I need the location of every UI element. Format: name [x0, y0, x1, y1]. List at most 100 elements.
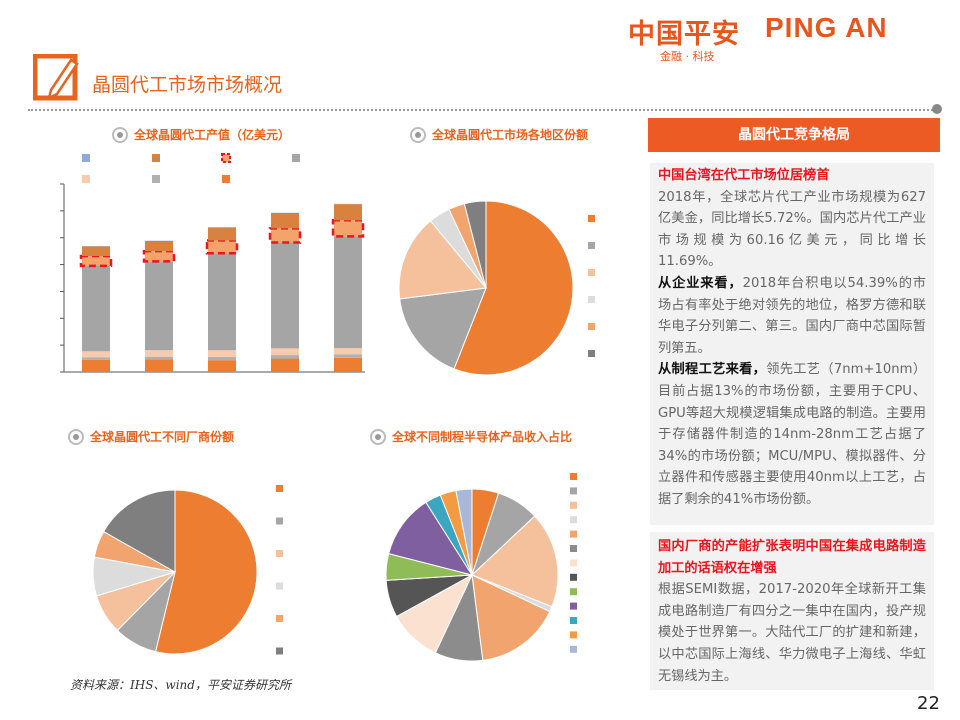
bar-segment-欧洲: [145, 350, 173, 357]
bar-segment-日本: [334, 354, 362, 358]
bar-segment-日本: [82, 357, 110, 360]
source-note: 资料来源：IHS、wind，平安证券研究所: [70, 678, 291, 692]
company-pie-title: 全球晶圆代工不同厂商份额: [90, 430, 235, 444]
bar-segment-北美: [82, 359, 110, 372]
radio-bullet-icon: [68, 428, 84, 445]
bar-segment-日本: [208, 356, 236, 361]
legend-swatch: [570, 487, 577, 495]
bar-segment-北美: [334, 357, 362, 372]
radio-bullet-icon: [370, 428, 386, 445]
foundry-revenue-bar-chart: [60, 153, 365, 373]
legend-swatch: [276, 485, 283, 492]
legend-swatch: [570, 588, 577, 596]
bar-chart-title: 全球晶圆代工产值（亿美元）: [134, 128, 291, 142]
region-pie-heading: 全球晶圆代工市场各地区份额: [410, 126, 588, 143]
legend-swatch: [588, 323, 595, 330]
legend-swatch: [292, 154, 300, 162]
box2-heading: 国内厂商的产能扩张表明中国在集成电路制造加工的话语权在增强: [658, 539, 926, 576]
process-pie-heading: 全球不同制程半导体产品收入占比: [370, 428, 572, 445]
bar-segment-中国台湾: [271, 242, 299, 349]
bar-segment-欧洲: [334, 348, 362, 355]
bar-segment-北美: [208, 360, 236, 372]
bar-segment-中国台湾: [334, 236, 362, 349]
legend-swatch: [588, 350, 595, 357]
box1-p2-text: 2018年台积电以54.39%的市场占有率处于绝对领先的地位，格罗方德和联华电子…: [658, 275, 926, 356]
bar-segment-韩国: [145, 240, 173, 252]
legend-swatch: [570, 645, 577, 653]
legend-swatch: [588, 296, 595, 303]
pie-slice-其他: [463, 200, 487, 289]
pie-slice-0.5μm: [455, 488, 473, 576]
legend-swatch: [570, 573, 577, 581]
bar-segment-中国大陆: [82, 255, 110, 266]
domestic-box: 国内厂商的产能扩张表明中国在集成电路制造加工的话语权在增强 根据SEMI数据，2…: [650, 532, 934, 690]
bar-segment-中国大陆: [208, 240, 236, 254]
bar-segment-中国台湾: [145, 261, 173, 351]
bar-segment-欧洲: [271, 348, 299, 356]
pie-slice-0.18um: [388, 501, 474, 576]
bar-segment-韩国: [208, 227, 236, 241]
bar-segment-北美: [271, 358, 299, 372]
edit-note-icon: [33, 54, 79, 101]
bar-segment-欧洲: [208, 350, 236, 357]
page-title: 晶圆代工市场市场概况: [92, 74, 283, 96]
legend-swatch: [570, 473, 577, 480]
logo-chinese: 中国平安: [628, 19, 740, 50]
bar-segment-欧洲: [82, 351, 110, 358]
legend-swatch: [570, 631, 577, 639]
bar-segment-韩国: [82, 246, 110, 256]
bar-segment-中国大陆: [334, 220, 362, 237]
pie-slice-其他: [102, 489, 176, 573]
pie-slice-28nm: [471, 574, 551, 661]
legend-swatch: [82, 154, 90, 162]
pie-slice-中国台湾: [398, 220, 487, 300]
box1-paragraph-2: 从企业来看，2018年台积电以54.39%的市场占有率处于绝对领先的地位，格罗方…: [658, 273, 926, 359]
bar-segment-日本: [145, 356, 173, 360]
box2-paragraph-1: 根据SEMI数据，2017-2020年全球新开工集成电路制造厂有四分之一集中在国…: [658, 582, 926, 684]
legend-swatch: [588, 242, 595, 249]
box1-p3-lead: 从制程工艺来看，: [658, 362, 767, 378]
logo-tagline: 金融 · 科技: [660, 50, 715, 63]
legend-swatch: [152, 175, 160, 183]
box1-paragraph-1: 2018年，全球芯片代工产业市场规模为627亿美金，同比增长5.72%。国内芯片…: [658, 189, 926, 270]
region-share-pie-chart: [398, 200, 595, 376]
process-pie-title: 全球不同制程半导体产品收入占比: [392, 430, 573, 444]
legend-swatch: [222, 175, 230, 183]
legend-swatch: [82, 175, 90, 183]
pie-slice-中国大陆: [399, 287, 487, 370]
bar-segment-韩国: [334, 204, 362, 221]
bar-segment-中国台湾: [82, 265, 110, 352]
panel-header: 晶圆代工竞争格局: [648, 118, 940, 152]
bar-segment-日本: [271, 355, 299, 359]
box1-p2-lead: 从企业来看，: [658, 275, 743, 291]
legend-swatch: [588, 215, 595, 222]
radio-bullet-icon: [410, 126, 426, 143]
box1-heading: 中国台湾在代工市场位居榜首: [658, 168, 830, 183]
bar-segment-中国台湾: [208, 253, 236, 351]
divider: [28, 109, 933, 111]
pie-slice-14/16nm: [471, 515, 559, 608]
divider-dot: [932, 104, 942, 114]
legend-swatch: [221, 153, 231, 163]
page-number: 22: [917, 693, 940, 714]
legend-swatch: [588, 269, 595, 276]
box1-paragraph-3: 从制程工艺来看，领先工艺（7nm+10nm）目前占据13%的市场份额，主要用于C…: [658, 359, 926, 510]
bar-highlight-outline: [142, 249, 176, 263]
region-pie-title: 全球晶圆代工市场各地区份额: [432, 128, 589, 142]
process-share-pie-chart: [385, 473, 577, 662]
logo-english: PING AN: [765, 12, 888, 43]
bar-segment-韩国: [271, 213, 299, 229]
bar-segment-北美: [145, 359, 173, 372]
legend-swatch: [570, 530, 577, 538]
pie-slice-台积电: [154, 489, 258, 655]
legend-swatch: [570, 602, 577, 610]
legend-swatch: [570, 516, 577, 524]
bar-segment-中国大陆: [271, 228, 299, 243]
legend-swatch: [276, 550, 283, 557]
bar-chart-heading: 全球晶圆代工产值（亿美元）: [112, 126, 290, 143]
legend-swatch: [276, 582, 283, 590]
legend-swatch: [276, 615, 283, 622]
company-pie-heading: 全球晶圆代工不同厂商份额: [68, 428, 234, 445]
radio-bullet-icon: [112, 126, 128, 143]
box1-p3-text: 领先工艺（7nm+10nm）目前占据13%的市场份额，主要用于CPU、GPU等超…: [658, 362, 927, 507]
